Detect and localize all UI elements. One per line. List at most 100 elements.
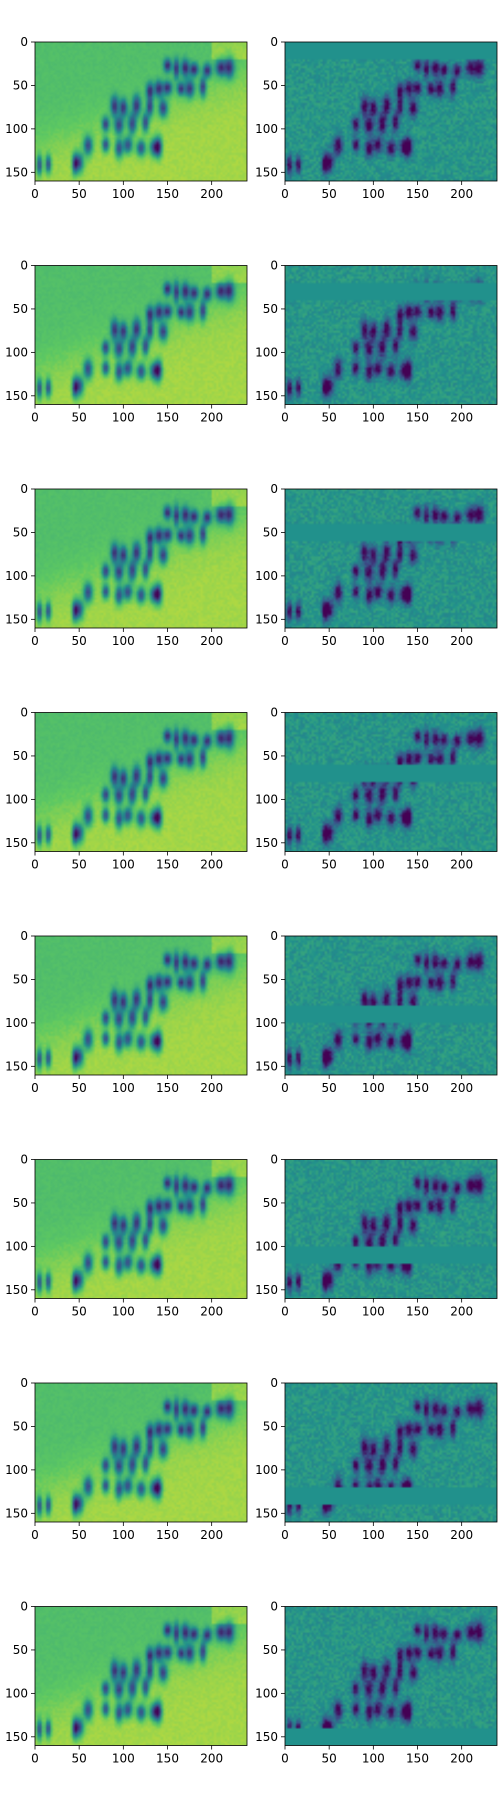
axes-row4-right: 0 50 100 150 200 0 50 100 150: [255, 706, 498, 872]
axes-row5-right: 0 50 100 150 200 0 50 100 150: [255, 929, 498, 1095]
axes-frame: [284, 1382, 498, 1523]
x-tick-label: 0: [31, 1305, 39, 1319]
x-tick-label: 200: [450, 1081, 473, 1095]
axes-row6-left: 0 50 100 150 200 0 50 100 150: [5, 1153, 248, 1319]
x-tick-label: 100: [362, 634, 385, 648]
y-tick-label: 0: [270, 929, 278, 943]
axes-frame: [34, 1159, 248, 1299]
heatmap-image-row6-left: [35, 1159, 247, 1299]
x-tick-label: 50: [322, 858, 337, 872]
y-tick-label: 50: [13, 78, 28, 92]
heatmap-image-row8-left: [35, 1606, 247, 1746]
y-tick-label: 100: [255, 1463, 278, 1477]
y-tick-label: 100: [5, 1463, 28, 1477]
y-tick-label: 150: [255, 1283, 278, 1297]
x-tick-label: 100: [362, 1305, 385, 1319]
y-tick-label: 150: [5, 612, 28, 626]
x-tick-label: 200: [200, 187, 223, 201]
x-tick-label: 100: [112, 1305, 135, 1319]
x-tick-label: 0: [31, 187, 39, 201]
x-tick-label: 0: [31, 634, 39, 648]
y-tick-label: 50: [263, 749, 278, 763]
y-tick-label: 150: [5, 165, 28, 179]
x-tick-label: 100: [362, 1081, 385, 1095]
y-tick-label: 50: [13, 749, 28, 763]
y-tick-label: 100: [255, 1239, 278, 1253]
x-tick-label: 200: [200, 1081, 223, 1095]
x-tick-label: 200: [450, 187, 473, 201]
axes-row3-left: 0 50 100 150 200 0 50 100 150: [5, 482, 248, 648]
heatmap-image-row2-left: [35, 265, 247, 405]
x-tick-label: 150: [406, 858, 429, 872]
x-tick-label: 50: [72, 1528, 87, 1542]
axes-frame: [34, 935, 248, 1076]
x-tick-label: 150: [406, 187, 429, 201]
axes-row6-right: 0 50 100 150 200 0 50 100 150: [255, 1153, 498, 1319]
x-tick-label: 150: [406, 1528, 429, 1542]
heatmap-image-row3-left: [35, 489, 247, 628]
y-tick-label: 0: [20, 35, 28, 49]
y-tick-label: 100: [5, 122, 28, 136]
heatmap-image-row4-left: [35, 712, 247, 852]
x-tick-label: 150: [406, 1305, 429, 1319]
y-tick-label: 0: [270, 259, 278, 273]
y-tick-label: 100: [255, 345, 278, 359]
x-tick-label: 50: [72, 1305, 87, 1319]
y-tick-label: 0: [20, 1153, 28, 1167]
x-tick-label: 0: [281, 187, 289, 201]
y-tick-label: 0: [270, 1153, 278, 1167]
x-tick-label: 0: [31, 858, 39, 872]
x-tick-label: 0: [31, 1752, 39, 1766]
x-tick-label: 100: [112, 1752, 135, 1766]
y-tick-label: 150: [255, 1730, 278, 1744]
heatmap-image-row5-left: [35, 936, 247, 1075]
heatmap-image-row5-right: [285, 936, 497, 1075]
axes-row5-left: 0 50 100 150 200 0 50 100 150: [5, 929, 248, 1095]
x-tick-label: 100: [362, 1528, 385, 1542]
x-tick-label: 0: [281, 1752, 289, 1766]
y-tick-label: 50: [13, 1196, 28, 1210]
x-tick-label: 200: [450, 1528, 473, 1542]
x-tick-label: 50: [322, 1528, 337, 1542]
axes-row1-right: 0 50 100 150 200 0 50 100 150: [255, 35, 498, 201]
x-tick-label: 100: [112, 1081, 135, 1095]
x-tick-label: 0: [281, 1305, 289, 1319]
x-tick-label: 50: [322, 1305, 337, 1319]
axes-row2-right: 0 50 100 150 200 0 50 100 150: [255, 259, 498, 425]
y-tick-label: 0: [270, 482, 278, 496]
y-tick-label: 150: [255, 836, 278, 850]
y-tick-label: 50: [13, 525, 28, 539]
axes-frame: [284, 41, 498, 182]
axes-frame: [34, 265, 248, 405]
y-tick-label: 50: [263, 302, 278, 316]
x-tick-label: 0: [281, 858, 289, 872]
x-tick-label: 0: [31, 1528, 39, 1542]
x-tick-label: 100: [112, 187, 135, 201]
x-tick-label: 100: [362, 858, 385, 872]
y-tick-label: 0: [20, 929, 28, 943]
axes-row3-right: 0 50 100 150 200 0 50 100 150: [255, 482, 498, 648]
axes-frame: [284, 1159, 498, 1299]
axes-row4-left: 0 50 100 150 200 0 50 100 150: [5, 706, 248, 872]
axes-frame: [34, 488, 248, 629]
x-tick-label: 50: [322, 1081, 337, 1095]
y-tick-label: 50: [13, 302, 28, 316]
y-tick-label: 150: [5, 836, 28, 850]
y-tick-label: 150: [255, 1059, 278, 1073]
axes-row8-right: 0 50 100 150 200 0 50 100 150: [255, 1600, 498, 1766]
x-tick-label: 150: [406, 634, 429, 648]
y-tick-label: 100: [255, 569, 278, 583]
x-tick-label: 150: [406, 1081, 429, 1095]
x-tick-label: 50: [72, 187, 87, 201]
y-tick-label: 100: [255, 1686, 278, 1700]
y-tick-label: 50: [263, 1643, 278, 1657]
heatmap-image-row4-right: [285, 712, 497, 852]
heatmap-image-row7-right: [285, 1383, 497, 1522]
y-tick-label: 100: [255, 1016, 278, 1030]
x-tick-label: 200: [200, 1305, 223, 1319]
heatmap-image-row2-right: [285, 265, 497, 405]
y-tick-label: 0: [20, 1376, 28, 1390]
y-tick-label: 50: [13, 1643, 28, 1657]
y-tick-label: 100: [255, 122, 278, 136]
